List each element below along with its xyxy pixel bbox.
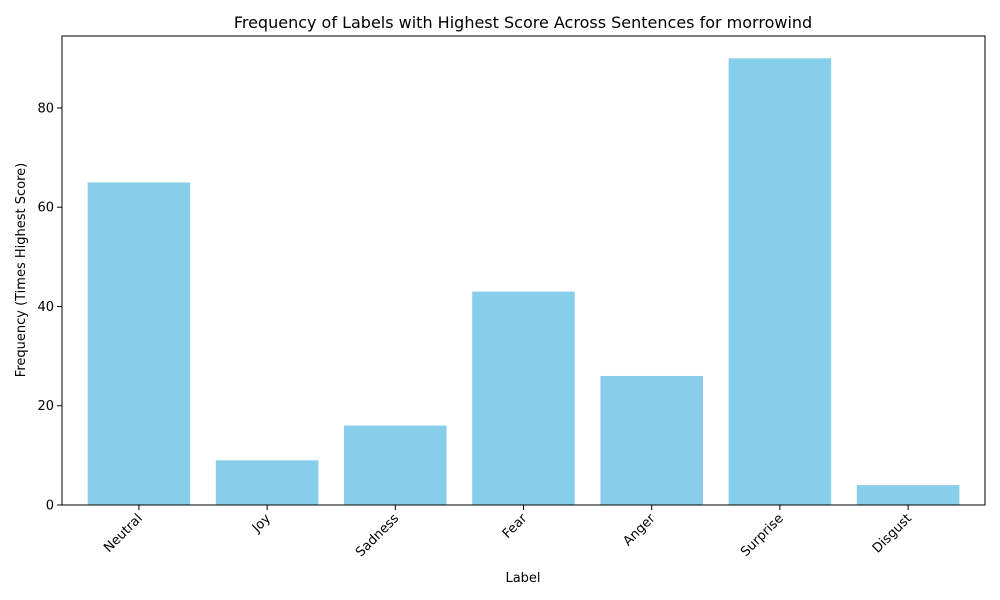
bar-sadness (344, 425, 447, 505)
x-axis-label: Label (505, 571, 540, 586)
y-tick-label: 40 (37, 300, 54, 315)
y-tick-label: 60 (37, 201, 54, 216)
x-tick-label: Joy (249, 511, 274, 536)
y-tick-label: 20 (37, 399, 54, 414)
bar-neutral (87, 182, 191, 505)
x-tick-label: Disgust (870, 511, 915, 556)
y-tick-label: 0 (46, 499, 54, 514)
x-axis: Neutral Joy Sadness Fear Anger Surprise Disgus… (101, 505, 915, 560)
bars-group (87, 58, 960, 505)
bar-fear (472, 291, 575, 505)
bar-surprise (728, 58, 832, 505)
x-tick-label: Sadness (353, 511, 402, 560)
x-tick-label: Surprise (738, 511, 787, 560)
plot-frame (61, 35, 986, 506)
chart-title: Frequency of Labels with Highest Score A… (234, 13, 812, 32)
bar-disgust (856, 485, 960, 505)
y-axis-label: Frequency (Times Highest Score) (14, 163, 29, 377)
bar-anger (600, 375, 703, 505)
y-axis: 0 20 40 60 80 (37, 101, 62, 514)
bar-joy (215, 460, 319, 505)
y-tick-label: 80 (37, 101, 54, 116)
x-tick-label: Neutral (101, 511, 146, 556)
x-tick-label: Anger (621, 511, 659, 549)
x-tick-label: Fear (500, 511, 531, 542)
